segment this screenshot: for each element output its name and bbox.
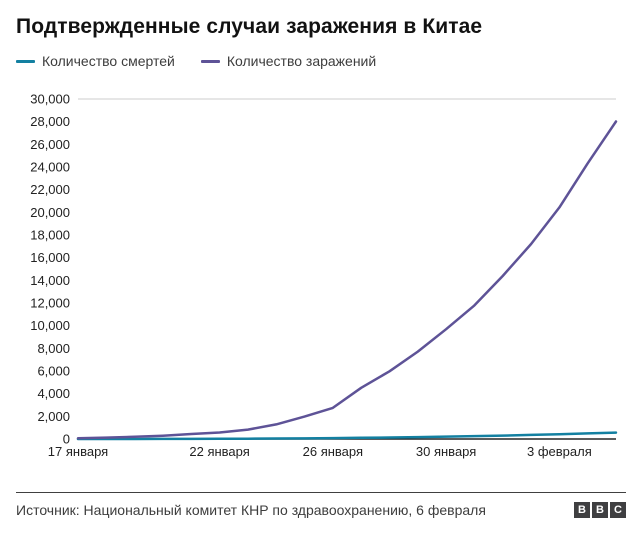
source-text: Источник: Национальный комитет КНР по зд… (16, 502, 486, 519)
legend-item-infections: Количество заражений (200, 53, 377, 70)
chart-legend: Количество смертей Количество заражений (16, 52, 626, 70)
svg-text:16,000: 16,000 (30, 250, 70, 265)
svg-text:30,000: 30,000 (30, 92, 70, 107)
svg-text:30 января: 30 января (416, 444, 476, 459)
svg-text:3 февраля: 3 февраля (527, 444, 592, 459)
footer-divider (16, 492, 626, 494)
svg-text:28,000: 28,000 (30, 114, 70, 129)
legend-label-infections: Количество заражений (226, 53, 377, 70)
legend-item-deaths: Количество смертей (16, 53, 175, 69)
svg-text:6,000: 6,000 (37, 364, 70, 379)
legend-label-deaths: Количество смертей (42, 53, 175, 70)
deaths-line-swatch-icon (16, 59, 35, 63)
footer: Источник: Национальный комитет КНР по зд… (16, 493, 626, 519)
svg-text:4,000: 4,000 (37, 386, 70, 401)
svg-text:12,000: 12,000 (30, 296, 70, 311)
page-title: Подтвержденные случаи заражения в Китае (16, 15, 483, 38)
svg-text:22,000: 22,000 (30, 182, 70, 197)
bbc-logo-block-b2: B (592, 502, 608, 519)
svg-text:26,000: 26,000 (30, 137, 70, 152)
svg-text:2,000: 2,000 (37, 409, 70, 424)
svg-text:24,000: 24,000 (30, 160, 70, 175)
svg-text:26 января: 26 января (303, 444, 363, 459)
svg-text:22 января: 22 января (189, 444, 249, 459)
svg-text:18,000: 18,000 (30, 228, 70, 243)
svg-text:14,000: 14,000 (30, 273, 70, 288)
bbc-logo-block-c: C (610, 502, 626, 519)
svg-text:10,000: 10,000 (30, 318, 70, 333)
svg-text:17 января: 17 января (48, 444, 108, 459)
infections-line-swatch-icon (200, 59, 220, 63)
page: Подтвержденные случаи заражения в Китае … (16, 15, 626, 519)
bbc-logo: B B C (574, 502, 626, 519)
line-chart: 0 2,000 4,000 6,000 8,000 10,000 12,000 14,000 1… (16, 82, 626, 468)
svg-text:0: 0 (63, 432, 70, 447)
chart-svg: 0 2,000 4,000 6,000 8,000 10,000 12,000 14,000 1… (30, 92, 618, 459)
svg-text:8,000: 8,000 (37, 341, 70, 356)
bbc-logo-block-b1: B (574, 502, 590, 519)
svg-text:20,000: 20,000 (30, 205, 70, 220)
